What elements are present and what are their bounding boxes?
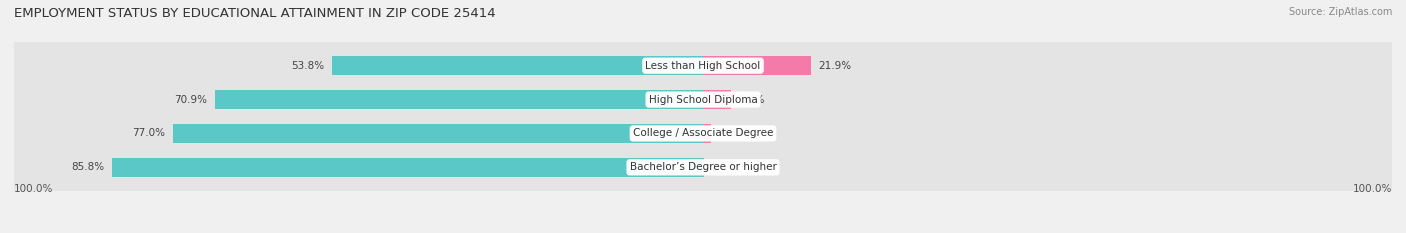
- Bar: [173, 124, 703, 143]
- Text: 100.0%: 100.0%: [14, 184, 53, 194]
- Bar: [215, 90, 703, 109]
- FancyBboxPatch shape: [14, 23, 1392, 108]
- Text: 21.9%: 21.9%: [818, 61, 852, 71]
- FancyBboxPatch shape: [14, 125, 1392, 210]
- Bar: [112, 158, 703, 177]
- Text: College / Associate Degree: College / Associate Degree: [633, 128, 773, 138]
- Text: 53.8%: 53.8%: [291, 61, 325, 71]
- Bar: [332, 56, 703, 75]
- Text: 100.0%: 100.0%: [1353, 184, 1392, 194]
- Text: Source: ZipAtlas.com: Source: ZipAtlas.com: [1288, 7, 1392, 17]
- Bar: [703, 124, 711, 143]
- Text: Less than High School: Less than High School: [645, 61, 761, 71]
- Text: Bachelor’s Degree or higher: Bachelor’s Degree or higher: [630, 162, 776, 172]
- FancyBboxPatch shape: [14, 91, 1392, 176]
- Text: High School Diploma: High School Diploma: [648, 95, 758, 105]
- FancyBboxPatch shape: [14, 57, 1392, 142]
- Text: EMPLOYMENT STATUS BY EDUCATIONAL ATTAINMENT IN ZIP CODE 25414: EMPLOYMENT STATUS BY EDUCATIONAL ATTAINM…: [14, 7, 496, 20]
- Text: 85.8%: 85.8%: [70, 162, 104, 172]
- Text: 1.6%: 1.6%: [718, 128, 745, 138]
- Text: 5.6%: 5.6%: [738, 95, 765, 105]
- Bar: [703, 90, 731, 109]
- Text: 0.2%: 0.2%: [711, 162, 738, 172]
- Text: 70.9%: 70.9%: [174, 95, 207, 105]
- Text: 77.0%: 77.0%: [132, 128, 165, 138]
- Bar: [703, 56, 811, 75]
